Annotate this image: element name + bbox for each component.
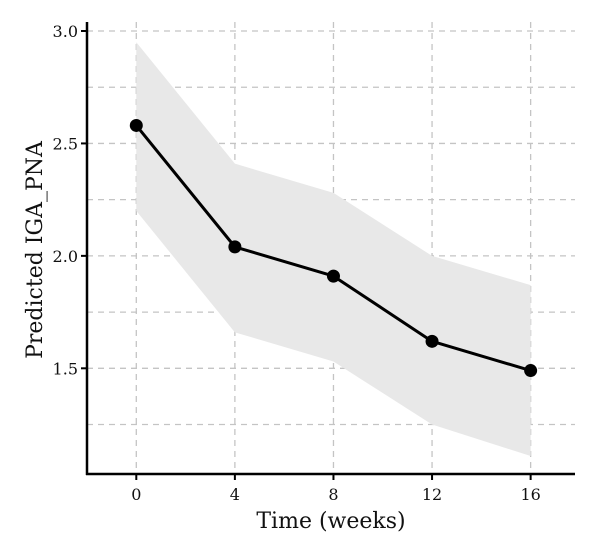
y-axis-title: Predicted IGA_PNA	[23, 140, 48, 359]
y-axis-ticks: 1.5 2.0 2.5 3.0	[53, 22, 87, 378]
x-axis-ticks: 0 4 8 12 16	[131, 474, 541, 504]
x-tick-label: 8	[328, 485, 338, 504]
data-point	[524, 364, 538, 378]
data-point	[228, 240, 242, 254]
x-tick-label: 0	[131, 485, 141, 504]
confidence-band	[136, 42, 531, 457]
y-tick-label: 3.0	[53, 22, 78, 41]
x-axis-title: Time (weeks)	[256, 509, 405, 534]
x-tick-label: 12	[422, 485, 442, 504]
y-tick-label: 2.5	[53, 134, 78, 153]
axes	[85, 22, 575, 476]
data-points	[129, 118, 538, 378]
x-tick-label: 4	[230, 485, 240, 504]
data-point	[129, 118, 143, 132]
y-tick-label: 1.5	[53, 359, 78, 378]
data-point	[425, 334, 439, 348]
x-tick-label: 16	[520, 485, 540, 504]
data-point	[326, 269, 340, 283]
y-tick-label: 2.0	[53, 247, 78, 266]
